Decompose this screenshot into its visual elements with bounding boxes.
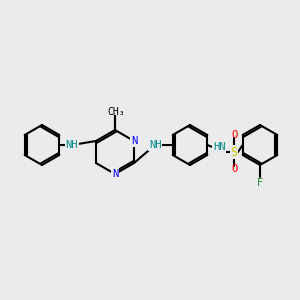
Text: NH: NH (66, 140, 78, 150)
Text: O: O (232, 164, 238, 174)
Text: N: N (112, 169, 118, 179)
Text: NH: NH (149, 140, 161, 150)
Text: N: N (131, 136, 137, 146)
Text: S: S (230, 146, 238, 158)
Text: CH₃: CH₃ (107, 107, 125, 117)
Text: F: F (257, 178, 263, 188)
Text: O: O (232, 130, 238, 140)
Text: HN: HN (213, 142, 225, 152)
